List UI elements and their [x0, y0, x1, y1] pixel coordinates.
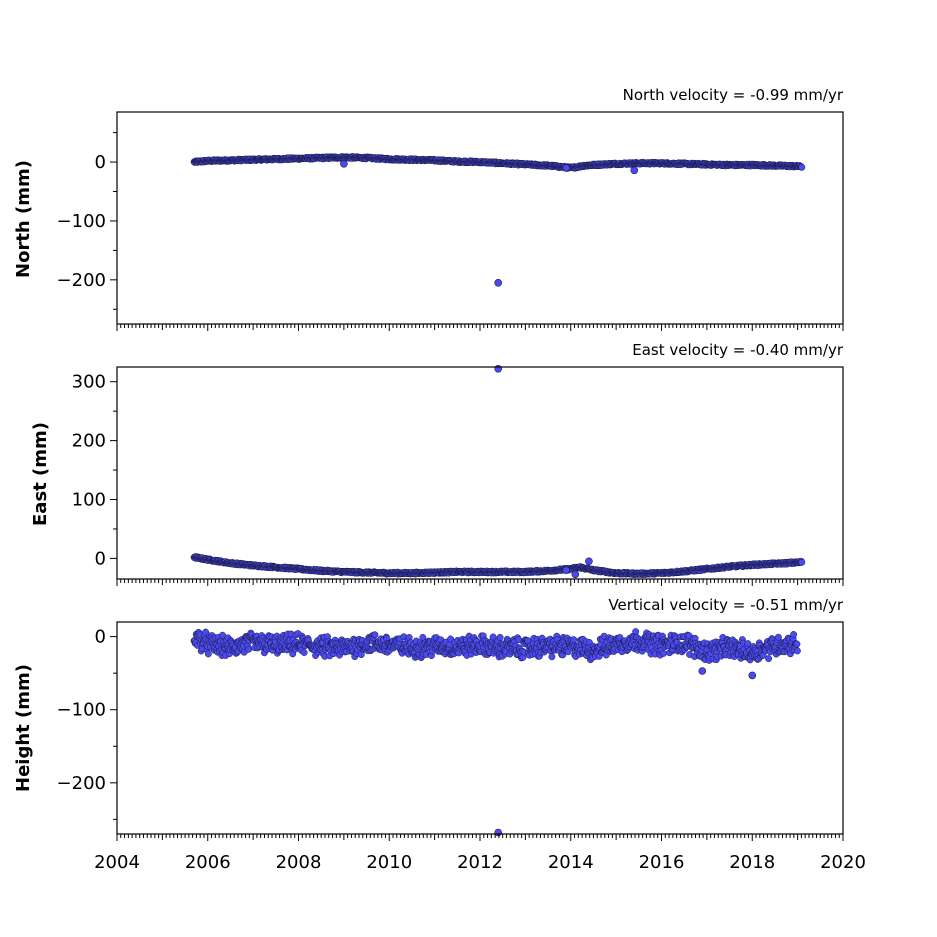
outlier-point [571, 570, 580, 579]
north-series [190, 153, 806, 287]
outlier-point [698, 667, 707, 675]
outlier-point [630, 166, 639, 175]
height-axis-ticks: 0 −100 −200 2004 2006 2008 2010 2012 2014 2016 201… [57, 627, 866, 873]
x-tick-label: 2008 [276, 852, 322, 873]
x-tick-label: 2010 [366, 852, 412, 873]
east-panel: East velocity = -0.40 mm/yr East (mm) 30… [30, 341, 844, 586]
east-axis-ticks: 300 200 100 0 [72, 372, 844, 586]
north-plot-frame [116, 111, 844, 325]
y-tick-label: 0 [95, 627, 106, 648]
data-point [204, 650, 212, 658]
data-point [798, 558, 806, 566]
x-tick-label: 2004 [94, 852, 140, 873]
y-tick-label: 0 [95, 548, 106, 569]
data-point [793, 647, 801, 655]
y-tick-label: 200 [72, 431, 106, 452]
north-velocity-title: North velocity = -0.99 mm/yr [623, 86, 844, 104]
north-panel: North velocity = -0.99 mm/yr North (mm) … [13, 86, 844, 331]
x-tick-label: 2014 [548, 852, 594, 873]
north-ylabel: North (mm) [13, 160, 34, 278]
x-tick-label: 2006 [185, 852, 231, 873]
height-series [190, 628, 801, 837]
y-tick-label: 300 [72, 372, 106, 393]
x-tick-label: 2016 [639, 852, 685, 873]
data-point [798, 163, 806, 171]
east-ylabel: East (mm) [30, 422, 51, 526]
data-point [548, 653, 556, 661]
data-point [793, 640, 801, 648]
data-point [245, 645, 253, 653]
data-point [371, 631, 379, 639]
y-tick-label: −100 [57, 700, 106, 721]
x-tick-label: 2012 [457, 852, 503, 873]
outlier-point [494, 364, 503, 373]
outlier-point [494, 278, 503, 287]
outlier-point [340, 160, 348, 168]
data-point [774, 633, 782, 641]
east-plot-frame [116, 366, 844, 580]
data-point [765, 655, 773, 663]
outlier-point [494, 828, 503, 837]
data-point [660, 649, 667, 657]
data-point [570, 636, 578, 644]
height-panel: Vertical velocity = -0.51 mm/yr Height (… [13, 596, 866, 873]
outlier-point [585, 557, 593, 566]
data-point [496, 633, 504, 641]
y-tick-label: −200 [57, 773, 106, 794]
y-tick-label: −100 [57, 211, 106, 232]
x-tick-label: 2020 [820, 852, 866, 873]
y-tick-label: 0 [95, 152, 106, 173]
y-tick-label: 100 [72, 490, 106, 511]
outlier-point [748, 671, 757, 680]
east-series [190, 364, 806, 579]
data-point [790, 631, 798, 638]
east-velocity-title: East velocity = -0.40 mm/yr [632, 341, 844, 359]
y-tick-label: −200 [57, 270, 106, 291]
data-point [300, 649, 308, 656]
vertical-velocity-title: Vertical velocity = -0.51 mm/yr [608, 596, 843, 614]
outlier-point [562, 164, 571, 172]
outlier-point [562, 566, 571, 575]
x-tick-label: 2018 [729, 852, 775, 873]
height-ylabel: Height (mm) [13, 664, 34, 792]
